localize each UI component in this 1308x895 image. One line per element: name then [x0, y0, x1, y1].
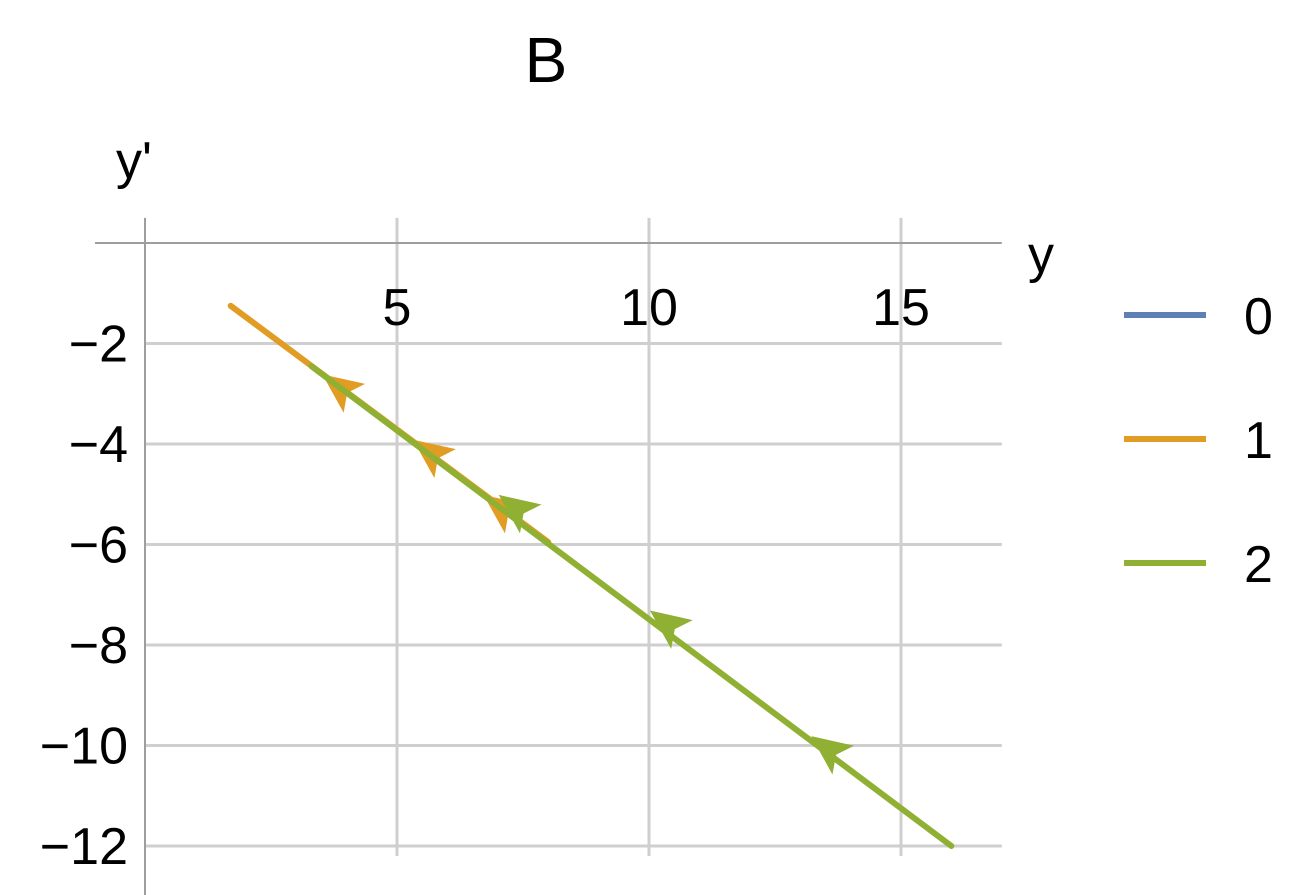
y-tick-label: −12	[40, 818, 128, 876]
y-tick-label: −4	[69, 416, 128, 474]
y-tick-label: −10	[40, 718, 128, 776]
tick-labels: 5 10 15 −2 −4 −6 −8 −10 −12	[40, 279, 930, 876]
series-2-arrow-1	[649, 610, 693, 649]
y-tick-label: −2	[69, 316, 128, 374]
y-tick-label: −8	[69, 617, 128, 675]
y-axis-label: y'	[116, 132, 152, 190]
arrowhead-icon	[649, 610, 693, 649]
series-line-2	[308, 363, 955, 849]
legend: 0 1 2	[1124, 288, 1273, 594]
legend-label-0: 0	[1244, 288, 1273, 346]
legend-label-2: 2	[1244, 536, 1273, 594]
chart-title: B	[525, 24, 568, 96]
x-tick-label: 5	[383, 279, 412, 337]
x-tick-label: 15	[872, 279, 930, 337]
legend-label-1: 1	[1244, 412, 1273, 470]
axes	[95, 217, 1002, 895]
arrowhead-icon	[811, 736, 855, 775]
series-lines	[227, 302, 955, 849]
y-tick-label: −6	[69, 517, 128, 575]
arrowhead-icon	[498, 494, 542, 534]
x-tick-label: 10	[620, 279, 678, 337]
series-2-arrow-2	[811, 736, 855, 775]
x-axis-label: y	[1028, 226, 1054, 284]
series-2-arrow-0	[498, 494, 542, 534]
grid-lines	[145, 217, 1002, 857]
